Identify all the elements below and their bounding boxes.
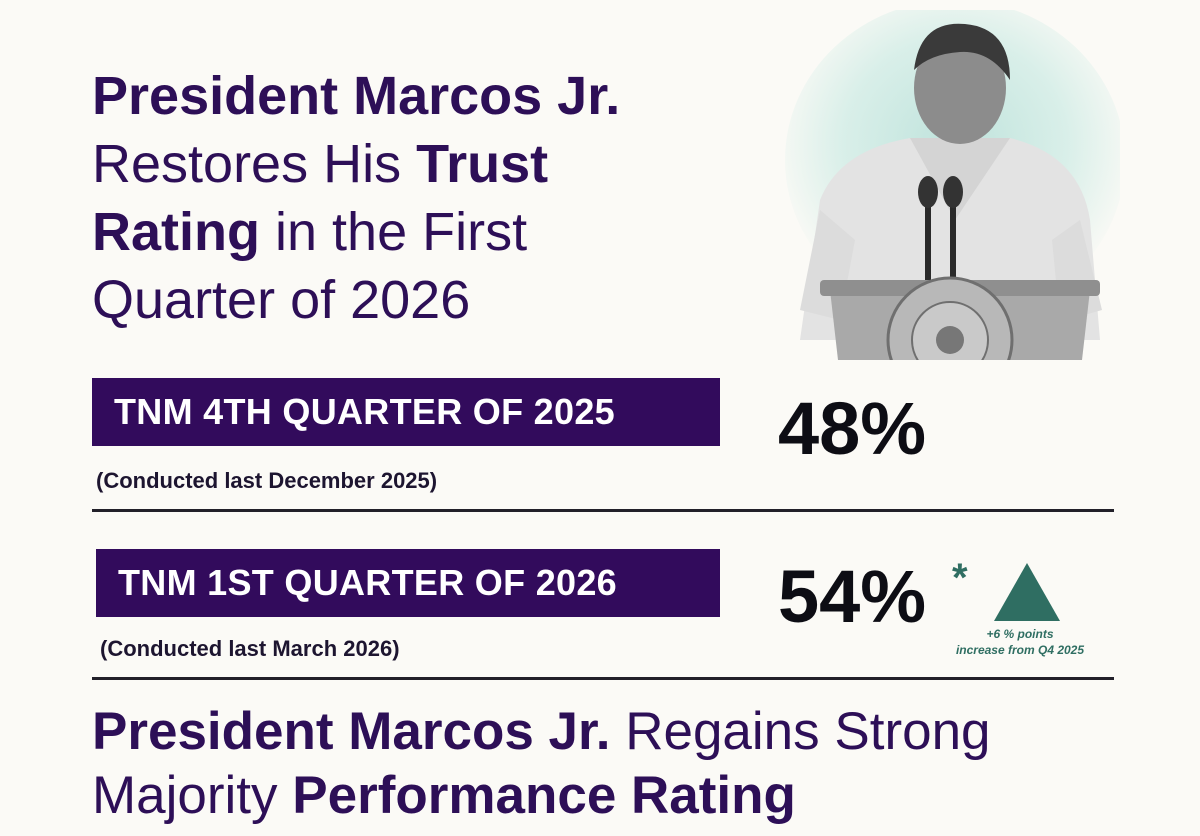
q4-2025-label: TNM 4TH QUARTER OF 2025: [92, 378, 720, 446]
divider: [92, 509, 1114, 512]
subhead-text-a: Regains Strong: [610, 702, 991, 761]
president-photo: [785, 10, 1120, 360]
q1-2026-label: TNM 1ST QUARTER OF 2026: [96, 549, 720, 617]
headline-text-b: in the First: [260, 202, 528, 262]
change-note: +6 % points increase from Q4 2025: [940, 626, 1100, 658]
q4-2025-note: (Conducted last December 2025): [96, 468, 438, 493]
headline: President Marcos Jr. Restores His Trust …: [92, 62, 732, 334]
q1-2026-note: (Conducted last March 2026): [100, 636, 400, 661]
increase-triangle-icon: [994, 563, 1060, 621]
headline-name: President Marcos Jr.: [92, 66, 621, 126]
subhead-rating: Performance Rating: [292, 766, 796, 825]
headline-rating: Rating: [92, 202, 260, 262]
headline-quarter: Quarter of 2026: [92, 270, 471, 330]
headline-trust: Trust: [416, 134, 549, 194]
divider: [92, 677, 1114, 680]
change-description: increase from Q4 2025: [955, 643, 1085, 657]
q1-2026-value: 54%: [778, 555, 927, 638]
subheadline: President Marcos Jr. Regains Strong Majo…: [92, 700, 1172, 828]
subhead-text-b: Majority: [92, 766, 293, 825]
footnote-marker: *: [952, 556, 968, 600]
subhead-name: President Marcos Jr.: [92, 702, 611, 761]
q4-2025-value: 48%: [778, 387, 927, 470]
headline-text-a: Restores His: [92, 134, 417, 194]
change-points: +6 % points: [986, 627, 1054, 641]
